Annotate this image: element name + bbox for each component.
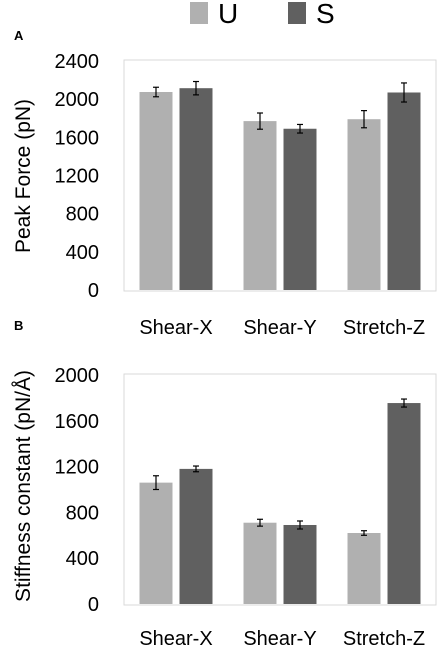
panel-a-bar-u-stretch-z [347, 119, 381, 291]
panel-b-error-bar [193, 465, 199, 473]
panel-a-y-tick-label: 1200 [55, 166, 100, 188]
panel-b-error-bar [361, 530, 367, 536]
panel-b-stiffness-chart: B Stiffness constant (pN/Å) 0 400 800 1200 1… [12, 318, 437, 650]
panel-a-error-bar [257, 112, 263, 130]
panel-b-error-bar [153, 475, 159, 491]
legend-swatch-u [190, 2, 208, 24]
panel-a-category-label: Shear-Y [243, 317, 316, 339]
panel-a-y-tick-label: 2000 [55, 89, 100, 111]
panel-a-category-label: Shear-X [139, 317, 212, 339]
panel-a-y-tick-label: 2400 [55, 51, 100, 73]
panel-a-bar-s-stretch-z [387, 92, 421, 290]
legend-label-u: U [218, 0, 238, 29]
panel-b-bar-s-stretch-z [387, 403, 421, 604]
panel-b-error-bar [297, 520, 303, 530]
legend-swatch-s [288, 2, 306, 24]
panel-b-error-bar [257, 518, 263, 527]
panel-a-label: A [14, 28, 24, 43]
panel-b-bar-u-shear-y [243, 522, 277, 604]
panel-b-category-label: Shear-Y [243, 628, 316, 650]
panel-b-category-label: Shear-X [139, 628, 212, 650]
panel-a-y-tick-label: 800 [66, 204, 99, 226]
panel-b-bar-s-shear-y [283, 524, 317, 604]
panel-a-plot-frame [123, 59, 437, 292]
panel-a-y-axis-label: Peak Force (pN) [12, 99, 35, 253]
panel-b-error-bar [401, 398, 407, 408]
panel-b-bar-u-shear-x [139, 482, 173, 604]
panel-a-y-tick-label: 400 [66, 242, 99, 264]
panel-a-bar-u-shear-y [243, 121, 277, 290]
panel-b-category-label: Stretch-Z [343, 628, 425, 650]
panel-a-error-bar [153, 86, 159, 98]
panel-b-y-tick-label: 1200 [55, 457, 100, 479]
panel-b-label: B [14, 318, 23, 333]
panel-a-bar-u-shear-x [139, 92, 173, 291]
panel-a-y-tick-label: 1600 [55, 127, 100, 149]
panel-a-error-bar [297, 123, 303, 134]
panel-a-bar-s-shear-x [179, 88, 213, 290]
panel-a-error-bar [401, 82, 407, 103]
panel-b-y-tick-label: 2000 [55, 365, 100, 387]
panel-b-bar-s-shear-x [179, 468, 213, 604]
panel-a-error-bar [361, 110, 367, 129]
legend: U S [190, 0, 335, 29]
panel-b-y-tick-label: 400 [66, 548, 99, 570]
panel-b-plot-frame [123, 373, 437, 606]
panel-b-y-tick-label: 0 [88, 594, 99, 616]
panel-b-y-tick-label: 1600 [55, 411, 100, 433]
panel-b-y-axis-label: Stiffness constant (pN/Å) [12, 370, 35, 602]
panel-a-peak-force-chart: A Peak Force (pN) 0 400 800 1200 1600 2000 240… [12, 28, 437, 339]
panel-b-y-tick-label: 800 [66, 502, 99, 524]
panel-a-category-label: Stretch-Z [343, 317, 425, 339]
panel-a-bar-s-shear-y [283, 128, 317, 290]
legend-label-s: S [316, 0, 335, 29]
panel-b-bar-u-stretch-z [347, 533, 381, 604]
panel-a-error-bar [193, 80, 199, 96]
panel-a-y-tick-label: 0 [88, 280, 99, 302]
